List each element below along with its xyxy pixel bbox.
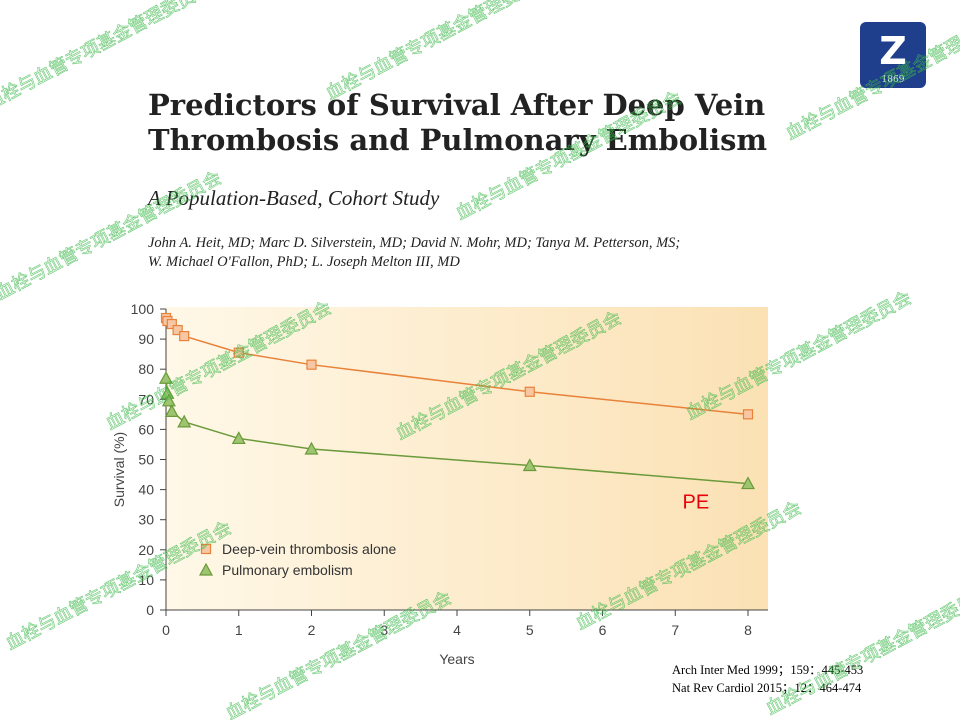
authors-line-2: W. Michael O'Fallon, PhD; L. Joseph Melt… [148, 254, 460, 270]
author-list: John A. Heit, MD; Marc D. Silverstein, M… [148, 234, 680, 272]
y-tick-label: 50 [138, 452, 154, 468]
dvt-data-point [166, 318, 177, 330]
dvt-data-point [179, 330, 190, 342]
y-tick-label: 80 [138, 361, 154, 377]
title-line-2: Thrombosis and Pulmonary Embolism [148, 123, 768, 157]
legend-marker-pe [198, 562, 214, 576]
pe-data-point [161, 393, 176, 407]
pe-data-point [740, 476, 756, 490]
pe-data-point [522, 458, 537, 472]
legend-marker-dvt [200, 543, 212, 555]
x-axis-label: Years [439, 651, 474, 667]
x-tick-label: 4 [453, 622, 461, 638]
pe-data-point [158, 370, 174, 384]
y-tick-label: 30 [138, 512, 154, 528]
dvt-data-point [233, 347, 244, 358]
legend-label: Deep-vein thrombosis alone [222, 541, 397, 557]
x-tick-label: 0 [162, 622, 170, 638]
pe-data-point [164, 404, 179, 417]
paper-subtitle: A Population-Based, Cohort Study [148, 186, 440, 210]
y-tick-label: 40 [138, 482, 154, 498]
x-tick-label: 6 [599, 622, 607, 638]
dvt-data-point [742, 409, 754, 420]
y-axis-label: Survival (%) [111, 432, 127, 507]
reference-1: Arch Inter Med 1999；159：445-453 [672, 663, 864, 677]
y-tick-label: 70 [138, 391, 154, 407]
x-tick-label: 3 [380, 622, 388, 638]
authors-line-1: John A. Heit, MD; Marc D. Silverstein, M… [148, 235, 681, 251]
x-tick-label: 5 [526, 622, 534, 638]
x-tick-label: 8 [744, 622, 752, 638]
pe-data-point [177, 414, 192, 428]
dvt-data-point [524, 386, 535, 397]
logo: Z 1869 [860, 22, 926, 88]
logo-letter: Z [879, 29, 907, 73]
survival-chart: 0 10 20 30 40 50 60 70 80 90 100 0 1 2 3 4 5 6 7 8 Years Surv… [111, 301, 768, 667]
y-tick-label: 10 [138, 572, 154, 588]
x-tick-label: 7 [671, 622, 679, 638]
dvt-data-point [306, 359, 317, 370]
pe-data-point [231, 431, 246, 445]
x-tick-label: 2 [308, 622, 316, 638]
pe-annotation: PE [683, 492, 710, 514]
watermark-text: 血栓与血管专项基金管理委员会 [762, 583, 960, 720]
y-tick-label: 0 [146, 602, 154, 618]
dvt-data-point [172, 324, 183, 336]
pe-data-point [304, 441, 319, 455]
y-tick-label: 90 [138, 331, 154, 347]
reference-2: Nat Rev Cardiol 2015；12：464-474 [672, 681, 862, 695]
y-tick-label: 60 [138, 421, 154, 437]
x-tick-label: 1 [235, 622, 243, 638]
references: Arch Inter Med 1999；159：445-453 Nat Rev … [672, 661, 863, 697]
y-tick-label: 20 [138, 542, 154, 558]
legend-label: Pulmonary embolism [222, 562, 353, 578]
title-line-1: Predictors of Survival After Deep Vein [148, 88, 766, 122]
logo-year: 1869 [882, 75, 905, 85]
paper-title: Predictors of Survival After Deep Vein T… [148, 88, 767, 158]
logo-background [860, 22, 926, 88]
y-tick-label: 100 [131, 301, 155, 317]
